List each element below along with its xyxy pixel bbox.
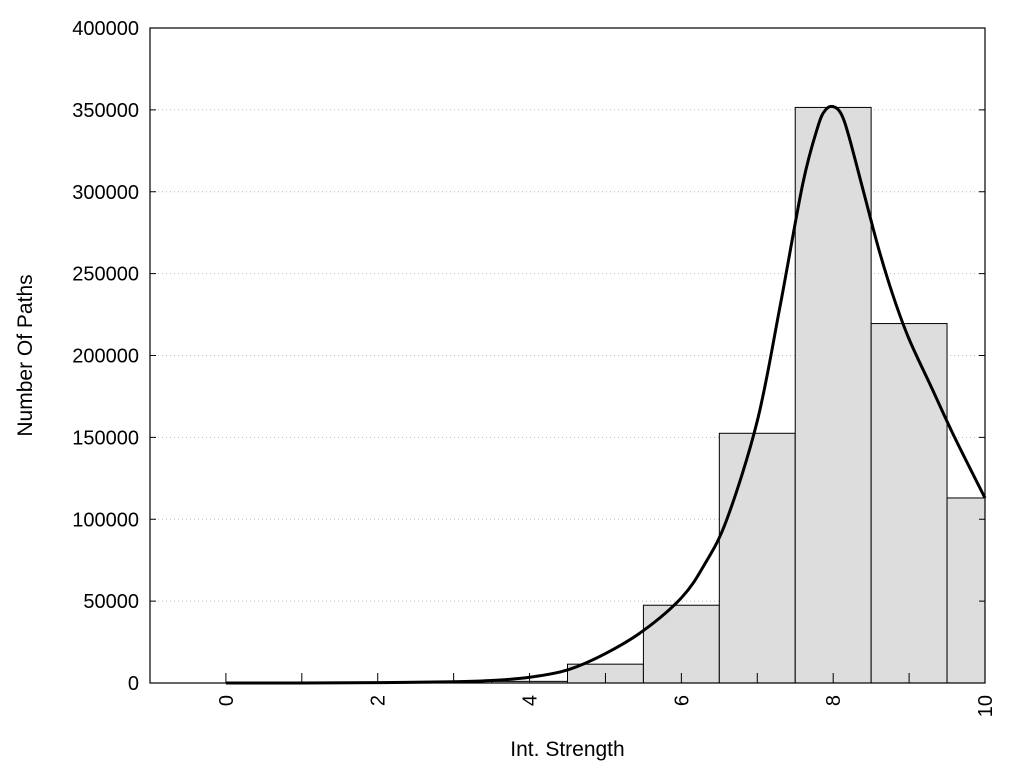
- histogram-bars: [491, 106, 986, 684]
- y-tick-label: 0: [128, 673, 139, 695]
- x-tick-label: 4: [520, 695, 542, 706]
- x-tick-label: 10: [975, 695, 997, 717]
- y-axis-title: Number Of Paths: [14, 274, 37, 436]
- x-axis-title: Int. Strength: [510, 738, 624, 761]
- x-tick-label: 8: [823, 695, 845, 706]
- y-tick-label: 300000: [72, 182, 139, 204]
- density-curve: [225, 104, 987, 685]
- y-tick-label: 400000: [72, 18, 139, 40]
- y-tick-label: 350000: [72, 100, 139, 122]
- histogram-bar: [870, 323, 948, 684]
- x-tick-label: 2: [368, 695, 390, 706]
- histogram-bar: [946, 497, 986, 684]
- y-tick-label: 100000: [72, 509, 139, 531]
- x-tick-label: 0: [216, 695, 238, 706]
- y-axis-ticks: 0 50000 100000 150000 200000 250000 300000 3500…: [72, 18, 985, 695]
- y-tick-label: 200000: [72, 346, 139, 368]
- y-tick-label: 150000: [72, 427, 139, 449]
- histogram-bar: [718, 432, 796, 684]
- y-tick-label: 250000: [72, 264, 139, 286]
- y-tick-label: 50000: [83, 591, 139, 613]
- histogram-bar: [794, 106, 872, 684]
- histogram-bar: [642, 604, 720, 684]
- x-axis-ticks: 0 2 4 6 8 10: [216, 673, 997, 717]
- x-tick-label: 6: [671, 695, 693, 706]
